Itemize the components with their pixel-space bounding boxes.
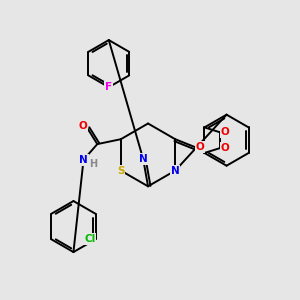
Text: O: O [221,143,230,153]
Text: S: S [117,166,124,176]
Text: O: O [221,127,230,137]
Text: O: O [195,142,204,152]
Text: N: N [171,166,180,176]
Text: N: N [79,155,88,165]
Text: F: F [105,82,112,92]
Text: Cl: Cl [84,234,95,244]
Text: N: N [139,154,148,164]
Text: H: H [89,159,98,169]
Text: O: O [78,122,87,131]
